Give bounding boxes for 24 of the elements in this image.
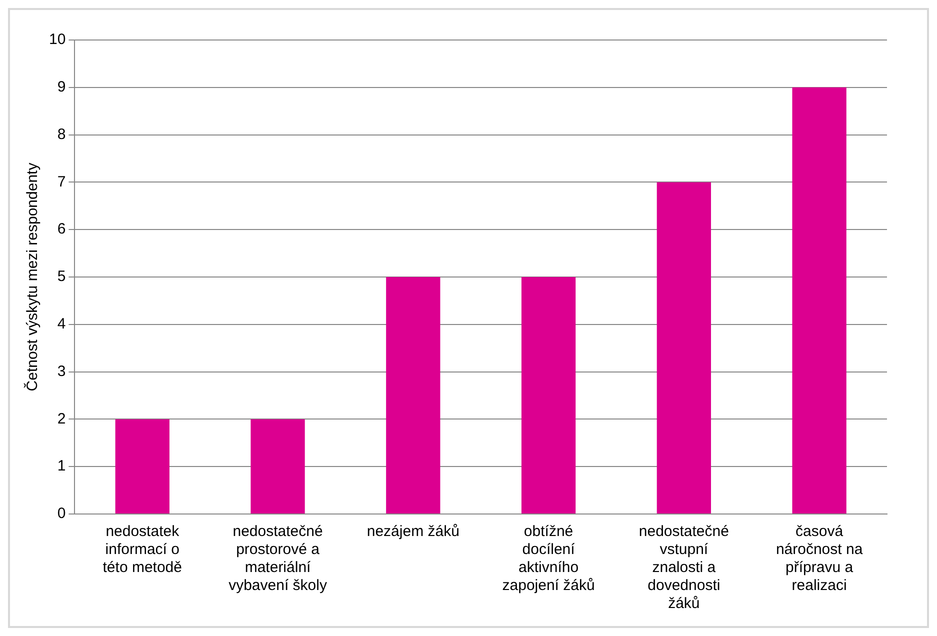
bar <box>250 419 305 514</box>
y-tick-label: 1 <box>57 458 66 475</box>
bar <box>656 182 711 514</box>
x-tick-label: nezájem žáků <box>366 523 460 540</box>
x-tick-label: nedostatečné prostorové a materiální vybavení školy <box>228 523 328 594</box>
x-tick-label: časová náročnost na přípravu a realizaci <box>776 523 864 594</box>
y-tick-label: 2 <box>57 410 66 428</box>
y-tick-label: 6 <box>57 220 66 238</box>
y-tick-label: 4 <box>57 316 66 333</box>
y-tick-label: 9 <box>57 78 66 96</box>
x-tick-label: nedostatečné vstupní znalosti a dovednosti žáků <box>638 523 729 612</box>
bar <box>792 87 846 514</box>
x-tick-label: obtížné docílení aktivního zapojení žáků <box>502 523 595 594</box>
y-tick-label: 8 <box>57 126 66 143</box>
bar <box>521 277 576 514</box>
bar <box>386 277 440 514</box>
y-tick-label: 7 <box>57 173 66 190</box>
y-tick-label: 0 <box>57 505 66 522</box>
y-tick-label: 3 <box>57 362 66 380</box>
x-tick-label: nedostatek informací o této metodě <box>102 523 182 576</box>
y-axis-title: Četnost výskytu mezi respondenty <box>23 162 42 392</box>
bar <box>115 419 170 514</box>
y-tick-label: 10 <box>48 31 66 48</box>
y-tick-label: 5 <box>57 268 66 286</box>
